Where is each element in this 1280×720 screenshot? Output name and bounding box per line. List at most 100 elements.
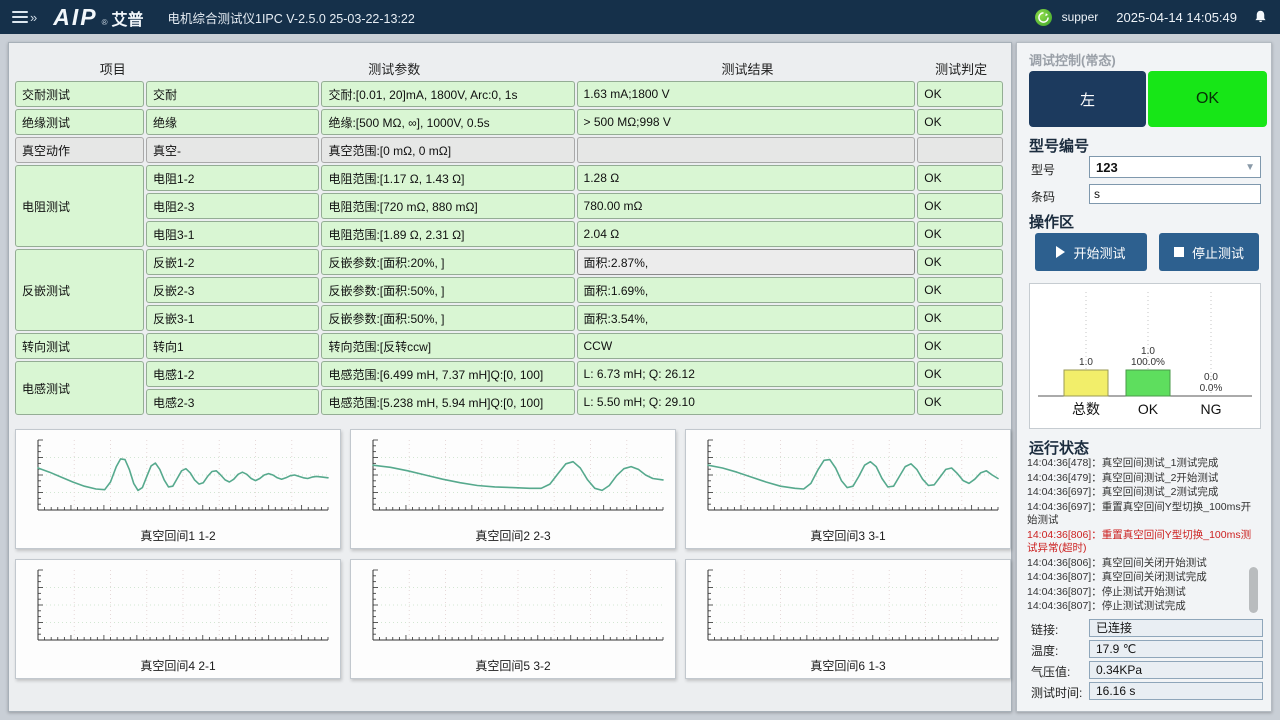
test-param-cell[interactable]: 电感范围:[5.238 mH, 5.94 mH]Q:[0, 100] (321, 389, 575, 415)
test-group-cell[interactable]: 反嵌测试 (15, 249, 145, 331)
svg-text:NG: NG (1201, 401, 1222, 417)
test-result-cell[interactable]: L: 6.73 mH; Q: 26.12 (576, 361, 916, 387)
svg-text:1.0: 1.0 (1079, 357, 1093, 368)
test-result-cell[interactable] (576, 137, 916, 163)
table-header-0: 项目 (99, 61, 126, 77)
test-param-cell[interactable]: 电阻范围:[1.89 Ω, 2.31 Ω] (321, 221, 575, 247)
test-param-cell[interactable]: 真空范围:[0 mΩ, 0 mΩ] (321, 137, 575, 163)
status-field-label: 测试时间: (1031, 686, 1083, 700)
control-sidebar: 调试控制(常态) 左 OK 型号编号 型号 123 ▼ 条码 操作区 开始测试 … (1016, 42, 1272, 712)
test-param-cell[interactable]: 电阻范围:[1.17 Ω, 1.43 Ω] (321, 165, 575, 191)
log-entry: 14:04:36[807]：真空回间关闭测试完成 (1027, 571, 1207, 583)
log-entry: 14:04:36[479]：真空回间测试_2开始测试 (1027, 471, 1219, 484)
bell-icon[interactable] (1253, 9, 1268, 25)
table-row: 反嵌测试 反嵌1-2 反嵌参数:[面积:20%, ] 面积:2.87%, OK (15, 249, 1003, 331)
table-header-1: 测试参数 (368, 61, 421, 77)
waveform-chart-label: 真空回间4 2-1 (140, 659, 216, 673)
waveform-chart-panel: 真空回间4 2-1 (15, 559, 341, 679)
test-judge-cell[interactable]: OK (917, 221, 1003, 247)
brand-text: AIP (53, 3, 98, 30)
model-label: 型号 (1031, 163, 1056, 177)
ok-button[interactable]: OK (1148, 71, 1267, 127)
table-row: 电阻2-3 电阻范围:[720 mΩ, 880 mΩ] 780.00 mΩ OK (15, 193, 1003, 219)
test-item-cell[interactable]: 电感2-3 (146, 389, 320, 415)
table-header-3: 测试判定 (935, 61, 988, 77)
test-judge-cell[interactable]: OK (917, 361, 1003, 387)
test-item-cell[interactable]: 真空- (146, 137, 320, 163)
svg-text:OK: OK (1138, 401, 1159, 417)
log-scrollbar-thumb[interactable] (1249, 567, 1258, 613)
test-judge-cell[interactable]: OK (917, 193, 1003, 219)
statistics-chart-panel: 1.0 总数 1.0 100.0% OK 0.0 0.0% NG (1029, 283, 1261, 429)
test-param-cell[interactable]: 电感范围:[6.499 mH, 7.37 mH]Q:[0, 100] (321, 361, 575, 387)
model-value: 123 (1096, 159, 1118, 175)
log-entry: 14:04:36[806]：真空回间关闭开始测试 (1027, 556, 1207, 569)
test-group-cell[interactable]: 转向测试 (15, 333, 145, 359)
chevron-right-icon: » (30, 9, 38, 25)
test-group-cell[interactable]: 绝缘测试 (15, 109, 145, 135)
menu-icon[interactable]: » (12, 11, 37, 24)
test-group-cell[interactable]: 电感测试 (15, 361, 145, 415)
username: supper (1061, 10, 1099, 24)
test-group-cell[interactable]: 电阻测试 (15, 165, 145, 247)
test-param-cell[interactable]: 交耐:[0.01, 20]mA, 1800V, Arc:0, 1s (321, 81, 575, 107)
test-item-cell[interactable]: 电感1-2 (146, 361, 320, 387)
test-result-cell[interactable]: 780.00 mΩ (576, 193, 916, 219)
test-judge-cell[interactable]: OK (917, 333, 1003, 359)
test-param-cell[interactable]: 绝缘:[500 MΩ, ∞], 1000V, 0.5s (321, 109, 575, 135)
waveform-plot (37, 439, 329, 511)
test-result-cell[interactable]: 1.28 Ω (576, 165, 916, 191)
test-result-cell[interactable]: 面积:3.54%, (576, 305, 916, 331)
test-result-cell[interactable]: L: 5.50 mH; Q: 29.10 (576, 389, 916, 415)
test-result-cell[interactable]: 面积:2.87%, (576, 249, 916, 275)
test-judge-cell[interactable]: OK (917, 81, 1003, 107)
table-row: 电阻3-1 电阻范围:[1.89 Ω, 2.31 Ω] 2.04 Ω OK (15, 221, 1003, 247)
test-item-cell[interactable]: 反嵌2-3 (146, 277, 320, 303)
test-result-cell[interactable]: > 500 MΩ;998 V (576, 109, 916, 135)
test-item-cell[interactable]: 绝缘 (146, 109, 320, 135)
app-title: 电机综合测试仪1IPC V-2.5.0 25-03-22-13:22 (167, 11, 415, 26)
test-judge-cell[interactable]: OK (917, 109, 1003, 135)
left-button[interactable]: 左 (1029, 71, 1146, 127)
test-result-cell[interactable]: 1.63 mA;1800 V (576, 81, 916, 107)
test-group-cell[interactable]: 交耐测试 (15, 81, 145, 107)
test-item-cell[interactable]: 电阻3-1 (146, 221, 320, 247)
test-item-cell[interactable]: 转向1 (146, 333, 320, 359)
test-param-cell[interactable]: 电阻范围:[720 mΩ, 880 mΩ] (321, 193, 575, 219)
test-judge-cell[interactable]: OK (917, 165, 1003, 191)
barcode-input[interactable] (1089, 184, 1261, 204)
test-result-cell[interactable]: CCW (576, 333, 916, 359)
test-judge-cell[interactable]: OK (917, 305, 1003, 331)
waveform-chart-label: 真空回间6 1-3 (810, 659, 886, 673)
test-item-cell[interactable]: 电阻2-3 (146, 193, 320, 219)
test-param-cell[interactable]: 反嵌参数:[面积:50%, ] (321, 305, 575, 331)
test-judge-cell[interactable]: OK (917, 277, 1003, 303)
svg-text:0.0%: 0.0% (1200, 383, 1223, 394)
datetime: 2025-04-14 14:05:49 (1116, 9, 1237, 25)
waveform-plot (707, 569, 999, 641)
log-entry: 14:04:36[807]：停止测试开始测试 (1027, 585, 1186, 598)
test-result-cell[interactable]: 面积:1.69%, (576, 277, 916, 303)
test-result-cell[interactable]: 2.04 Ω (576, 221, 916, 247)
test-param-cell[interactable]: 反嵌参数:[面积:20%, ] (321, 249, 575, 275)
test-param-cell[interactable]: 反嵌参数:[面积:50%, ] (321, 277, 575, 303)
test-judge-cell[interactable] (917, 137, 1003, 163)
test-item-cell[interactable]: 电阻1-2 (146, 165, 320, 191)
test-judge-cell[interactable]: OK (917, 249, 1003, 275)
test-item-cell[interactable]: 交耐 (146, 81, 320, 107)
table-row: 反嵌2-3 反嵌参数:[面积:50%, ] 面积:1.69%, OK (15, 277, 1003, 303)
test-item-cell[interactable]: 反嵌3-1 (146, 305, 320, 331)
log-entry: 14:04:36[478]：真空回间测试_1测试完成 (1027, 457, 1219, 469)
svg-text:总数: 总数 (1072, 401, 1100, 417)
stop-test-button[interactable]: 停止测试 (1159, 233, 1259, 271)
stop-icon (1173, 247, 1184, 257)
start-test-button[interactable]: 开始测试 (1035, 233, 1147, 271)
test-item-cell[interactable]: 反嵌1-2 (146, 249, 320, 275)
model-select[interactable]: 123 ▼ (1089, 156, 1261, 178)
test-param-cell[interactable]: 转向范围:[反转ccw] (321, 333, 575, 359)
test-group-cell[interactable]: 真空动作 (15, 137, 145, 163)
test-judge-cell[interactable]: OK (917, 389, 1003, 415)
hamburger-icon (12, 11, 28, 23)
run-status-log: 14:04:36[478]：真空回间测试_1测试完成 14:04:36[479]：… (1027, 457, 1261, 615)
barcode-label: 条码 (1031, 190, 1056, 204)
